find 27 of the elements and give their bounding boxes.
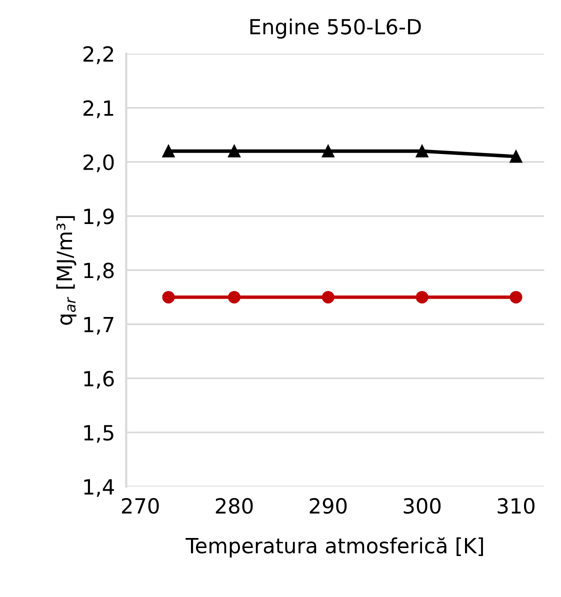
y-tick-label: 1,5 <box>84 425 114 443</box>
y-tick-label: 2,0 <box>84 154 114 172</box>
y-tick-label: 1,4 <box>84 479 114 497</box>
x-tick-label: 310 <box>498 498 534 514</box>
y-axis-title: q$_{ar}$ [MJ/m³] <box>56 216 76 325</box>
x-tick-label: 290 <box>310 498 347 514</box>
y-tick-label: 1,7 <box>84 316 114 335</box>
x-tick-label: 270 <box>122 498 159 514</box>
y-tick-label: 2,1 <box>84 100 114 118</box>
point <box>510 290 522 304</box>
point <box>510 150 522 163</box>
point <box>162 144 175 158</box>
point <box>416 144 428 158</box>
y-tick-label: 1,6 <box>84 370 114 389</box>
y-tick-label: 2,2 <box>84 46 114 64</box>
point <box>322 290 334 304</box>
x-axis-title: Temperatura atmosferică [K] <box>186 537 483 558</box>
chart-title: Engine 550-L6-D <box>250 18 421 39</box>
y-tick-label: 1,9 <box>84 208 114 226</box>
point <box>416 290 428 304</box>
y-tick-label: 1,8 <box>84 262 114 280</box>
point <box>228 144 240 158</box>
point <box>228 290 240 304</box>
point <box>322 144 334 158</box>
point <box>162 290 175 304</box>
x-tick-label: 280 <box>216 498 253 514</box>
x-tick-label: 300 <box>404 498 441 514</box>
